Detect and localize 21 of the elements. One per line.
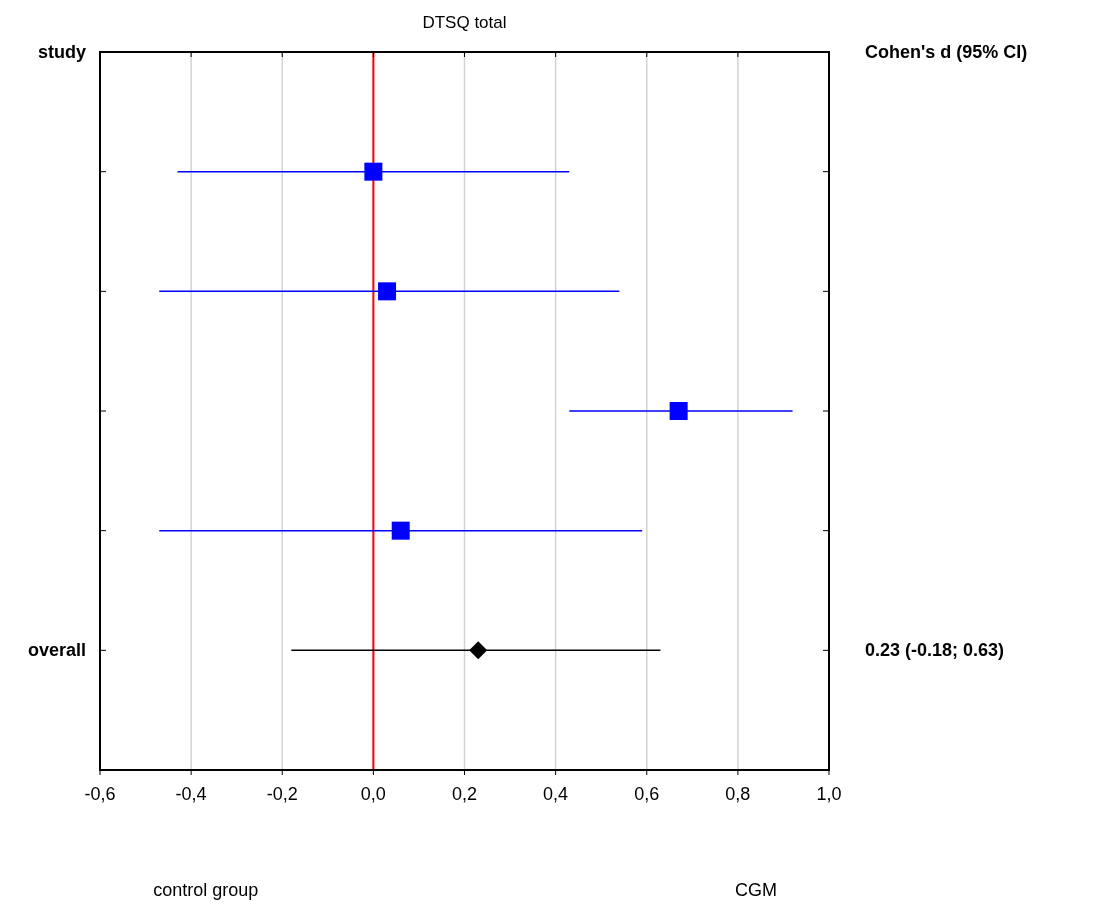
point <box>378 282 397 301</box>
x-tick-label: 0,6 <box>634 784 660 804</box>
x-tick-label: 0,8 <box>725 784 751 804</box>
text: 0.23 (-0.18; 0.63) <box>865 640 1005 661</box>
y2-axis-title: Cohen's d (95% CI) <box>865 42 1028 62</box>
x-tick-label: 0,0 <box>360 784 386 804</box>
point <box>469 641 488 660</box>
x-tick-label: -0,6 <box>84 784 116 804</box>
x-tick-label: -0,2 <box>266 784 298 804</box>
y-tick-label: overall <box>27 640 86 661</box>
point <box>669 402 688 420</box>
chart-title: DTSQ total <box>422 13 507 32</box>
x-tick-label: 0,2 <box>451 784 478 804</box>
point <box>364 162 383 181</box>
text: CGM <box>735 880 778 900</box>
x-tick-label: 0,4 <box>543 784 569 804</box>
y-axis-title: study <box>37 42 86 62</box>
point <box>391 521 410 540</box>
text: control group <box>153 880 259 900</box>
x-tick-label: -0,4 <box>175 784 207 804</box>
x-tick-label: 1,0 <box>816 784 842 804</box>
